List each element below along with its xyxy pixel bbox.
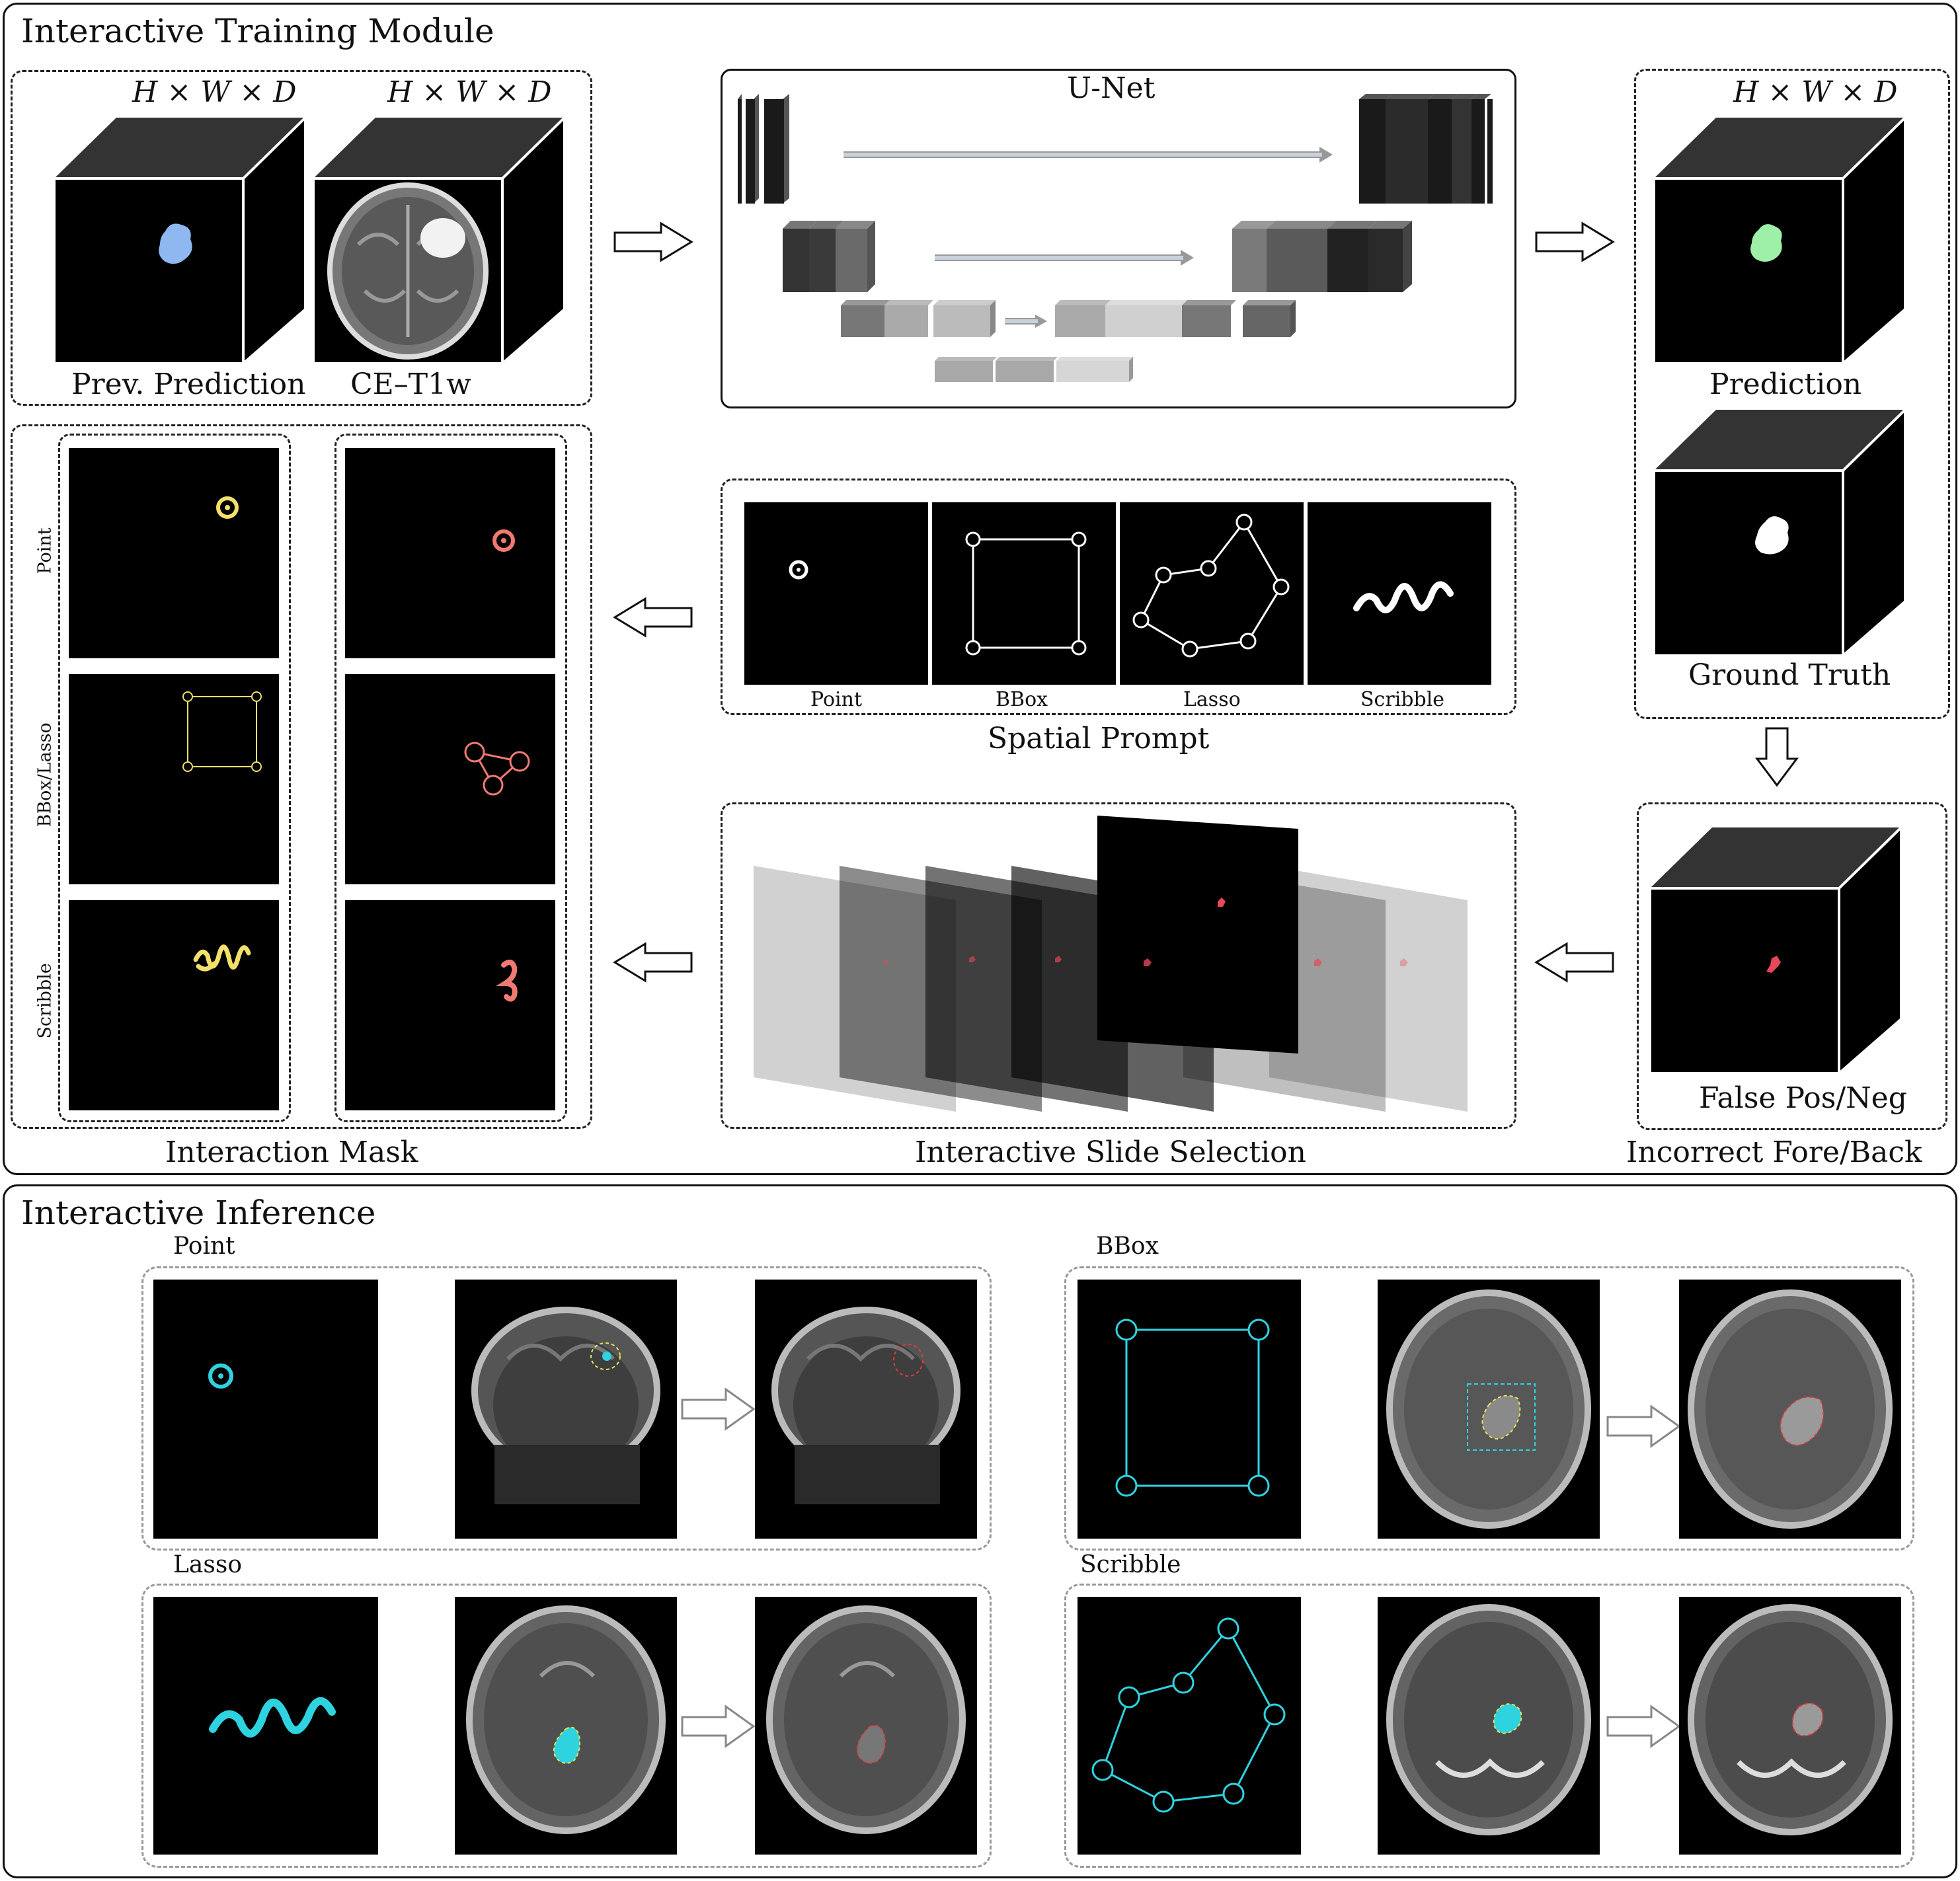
mask-positive-column xyxy=(58,434,291,1122)
inference-bbox-input xyxy=(1378,1280,1600,1539)
interaction-mask-group xyxy=(11,424,592,1129)
inference-scribble-prompt xyxy=(1078,1597,1301,1855)
inference-lasso-prompt xyxy=(153,1597,378,1855)
inference-title: Interactive Inference xyxy=(21,1194,376,1232)
unet-diagram xyxy=(738,94,1493,382)
prev-prediction-label: Prev. Prediction xyxy=(71,367,306,401)
inference-point-result xyxy=(755,1280,977,1539)
arrow-to-mask xyxy=(613,597,693,638)
output-dim: H × W × D xyxy=(1733,75,1898,109)
mask-row-label-scribble: Scribble xyxy=(34,963,56,1039)
spatial-prompt-group xyxy=(721,479,1516,715)
mask-neg-point xyxy=(345,448,555,658)
spatial-scribble xyxy=(1308,502,1491,685)
inference-group-label-point: Point xyxy=(173,1233,235,1260)
inference-point-group xyxy=(141,1266,992,1551)
ground-truth-label: Ground Truth xyxy=(1688,658,1891,692)
inference-group-label-scribble: Scribble xyxy=(1080,1551,1181,1578)
unet-box xyxy=(721,69,1516,408)
input-group xyxy=(11,70,592,406)
slide-selection-group xyxy=(721,802,1516,1129)
mask-row-label-bbox-lasso: BBox/Lasso xyxy=(34,722,56,827)
inference-scribble-result xyxy=(1679,1597,1901,1855)
prev-prediction-mask xyxy=(159,223,192,264)
inference-point-arrow xyxy=(681,1387,756,1431)
mask-row-label-point: Point xyxy=(34,527,56,574)
unet-label: U-Net xyxy=(1067,71,1156,105)
inference-group-label-lasso: Lasso xyxy=(173,1551,242,1578)
spatial-label-bbox: BBox xyxy=(996,688,1048,711)
spatial-point xyxy=(744,502,928,685)
inference-lasso-group xyxy=(141,1584,992,1868)
inference-bbox-result xyxy=(1679,1280,1901,1539)
incorrect-title: Incorrect Fore/Back xyxy=(1626,1135,1922,1169)
unet-decoder-2 xyxy=(1232,221,1412,292)
inference-point-prompt xyxy=(153,1280,378,1539)
input-dim-1: H × W × D xyxy=(132,75,297,109)
unet-encoder-1 xyxy=(738,94,789,204)
mask-neg-lasso xyxy=(345,674,555,884)
spatial-bbox xyxy=(932,502,1116,685)
input-dim-2: H × W × D xyxy=(387,75,552,109)
unet-encoder-2 xyxy=(783,221,875,292)
spatial-lasso xyxy=(1120,502,1304,685)
interaction-mask-title: Interaction Mask xyxy=(165,1135,418,1169)
unet-encoder-3 xyxy=(841,300,996,337)
ce-t1w-label: CE–T1w xyxy=(350,367,471,401)
inference-bbox-group xyxy=(1064,1266,1914,1551)
incorrect-group xyxy=(1637,802,1947,1130)
unet-decoder-3 xyxy=(1055,300,1296,337)
inference-group-label-bbox: BBox xyxy=(1096,1233,1159,1260)
unet-decoder-1 xyxy=(1359,94,1493,204)
mask-negative-column xyxy=(334,434,567,1122)
ce-t1w-cube xyxy=(312,114,566,367)
training-title: Interactive Training Module xyxy=(21,12,494,50)
error-cube xyxy=(1649,824,1902,1077)
inference-scribble-input xyxy=(1378,1597,1600,1855)
inference-scribble-arrow xyxy=(1606,1705,1681,1748)
inference-point-input xyxy=(455,1280,677,1539)
prediction-cube xyxy=(1653,114,1906,367)
prediction-mask xyxy=(1750,224,1782,262)
spatial-label-lasso: Lasso xyxy=(1183,688,1241,711)
mask-pos-point xyxy=(69,448,279,658)
spatial-label-point: Point xyxy=(810,688,863,711)
output-group xyxy=(1634,69,1950,719)
inference-lasso-arrow xyxy=(681,1705,756,1748)
ground-truth-mask xyxy=(1755,516,1789,555)
inference-lasso-input xyxy=(455,1597,677,1855)
arrow-down xyxy=(1755,727,1799,787)
mask-pos-scribble xyxy=(69,900,279,1110)
inference-bbox-prompt xyxy=(1078,1280,1301,1539)
arrow-slides-to-mask xyxy=(613,942,693,983)
slide-selection-title: Interactive Slide Selection xyxy=(915,1135,1306,1169)
arrow-to-slides xyxy=(1534,942,1614,983)
prev-prediction-cube xyxy=(53,114,307,367)
spatial-prompt-title: Spatial Prompt xyxy=(988,722,1210,755)
inference-scribble-group xyxy=(1064,1584,1914,1868)
ground-truth-cube xyxy=(1653,406,1906,659)
mask-pos-bbox xyxy=(69,674,279,884)
prediction-label: Prediction xyxy=(1709,367,1862,401)
error-mask xyxy=(1766,956,1781,973)
arrow-to-prediction xyxy=(1535,221,1615,262)
mask-neg-scribble xyxy=(345,900,555,1110)
slide-stack xyxy=(754,816,1468,1112)
unet-bottleneck xyxy=(935,357,1134,382)
false-pos-neg-label: False Pos/Neg xyxy=(1699,1081,1907,1115)
spatial-label-scribble: Scribble xyxy=(1360,688,1445,711)
arrow-to-unet xyxy=(613,221,693,262)
inference-lasso-result xyxy=(755,1597,977,1855)
inference-bbox-arrow xyxy=(1606,1404,1681,1448)
